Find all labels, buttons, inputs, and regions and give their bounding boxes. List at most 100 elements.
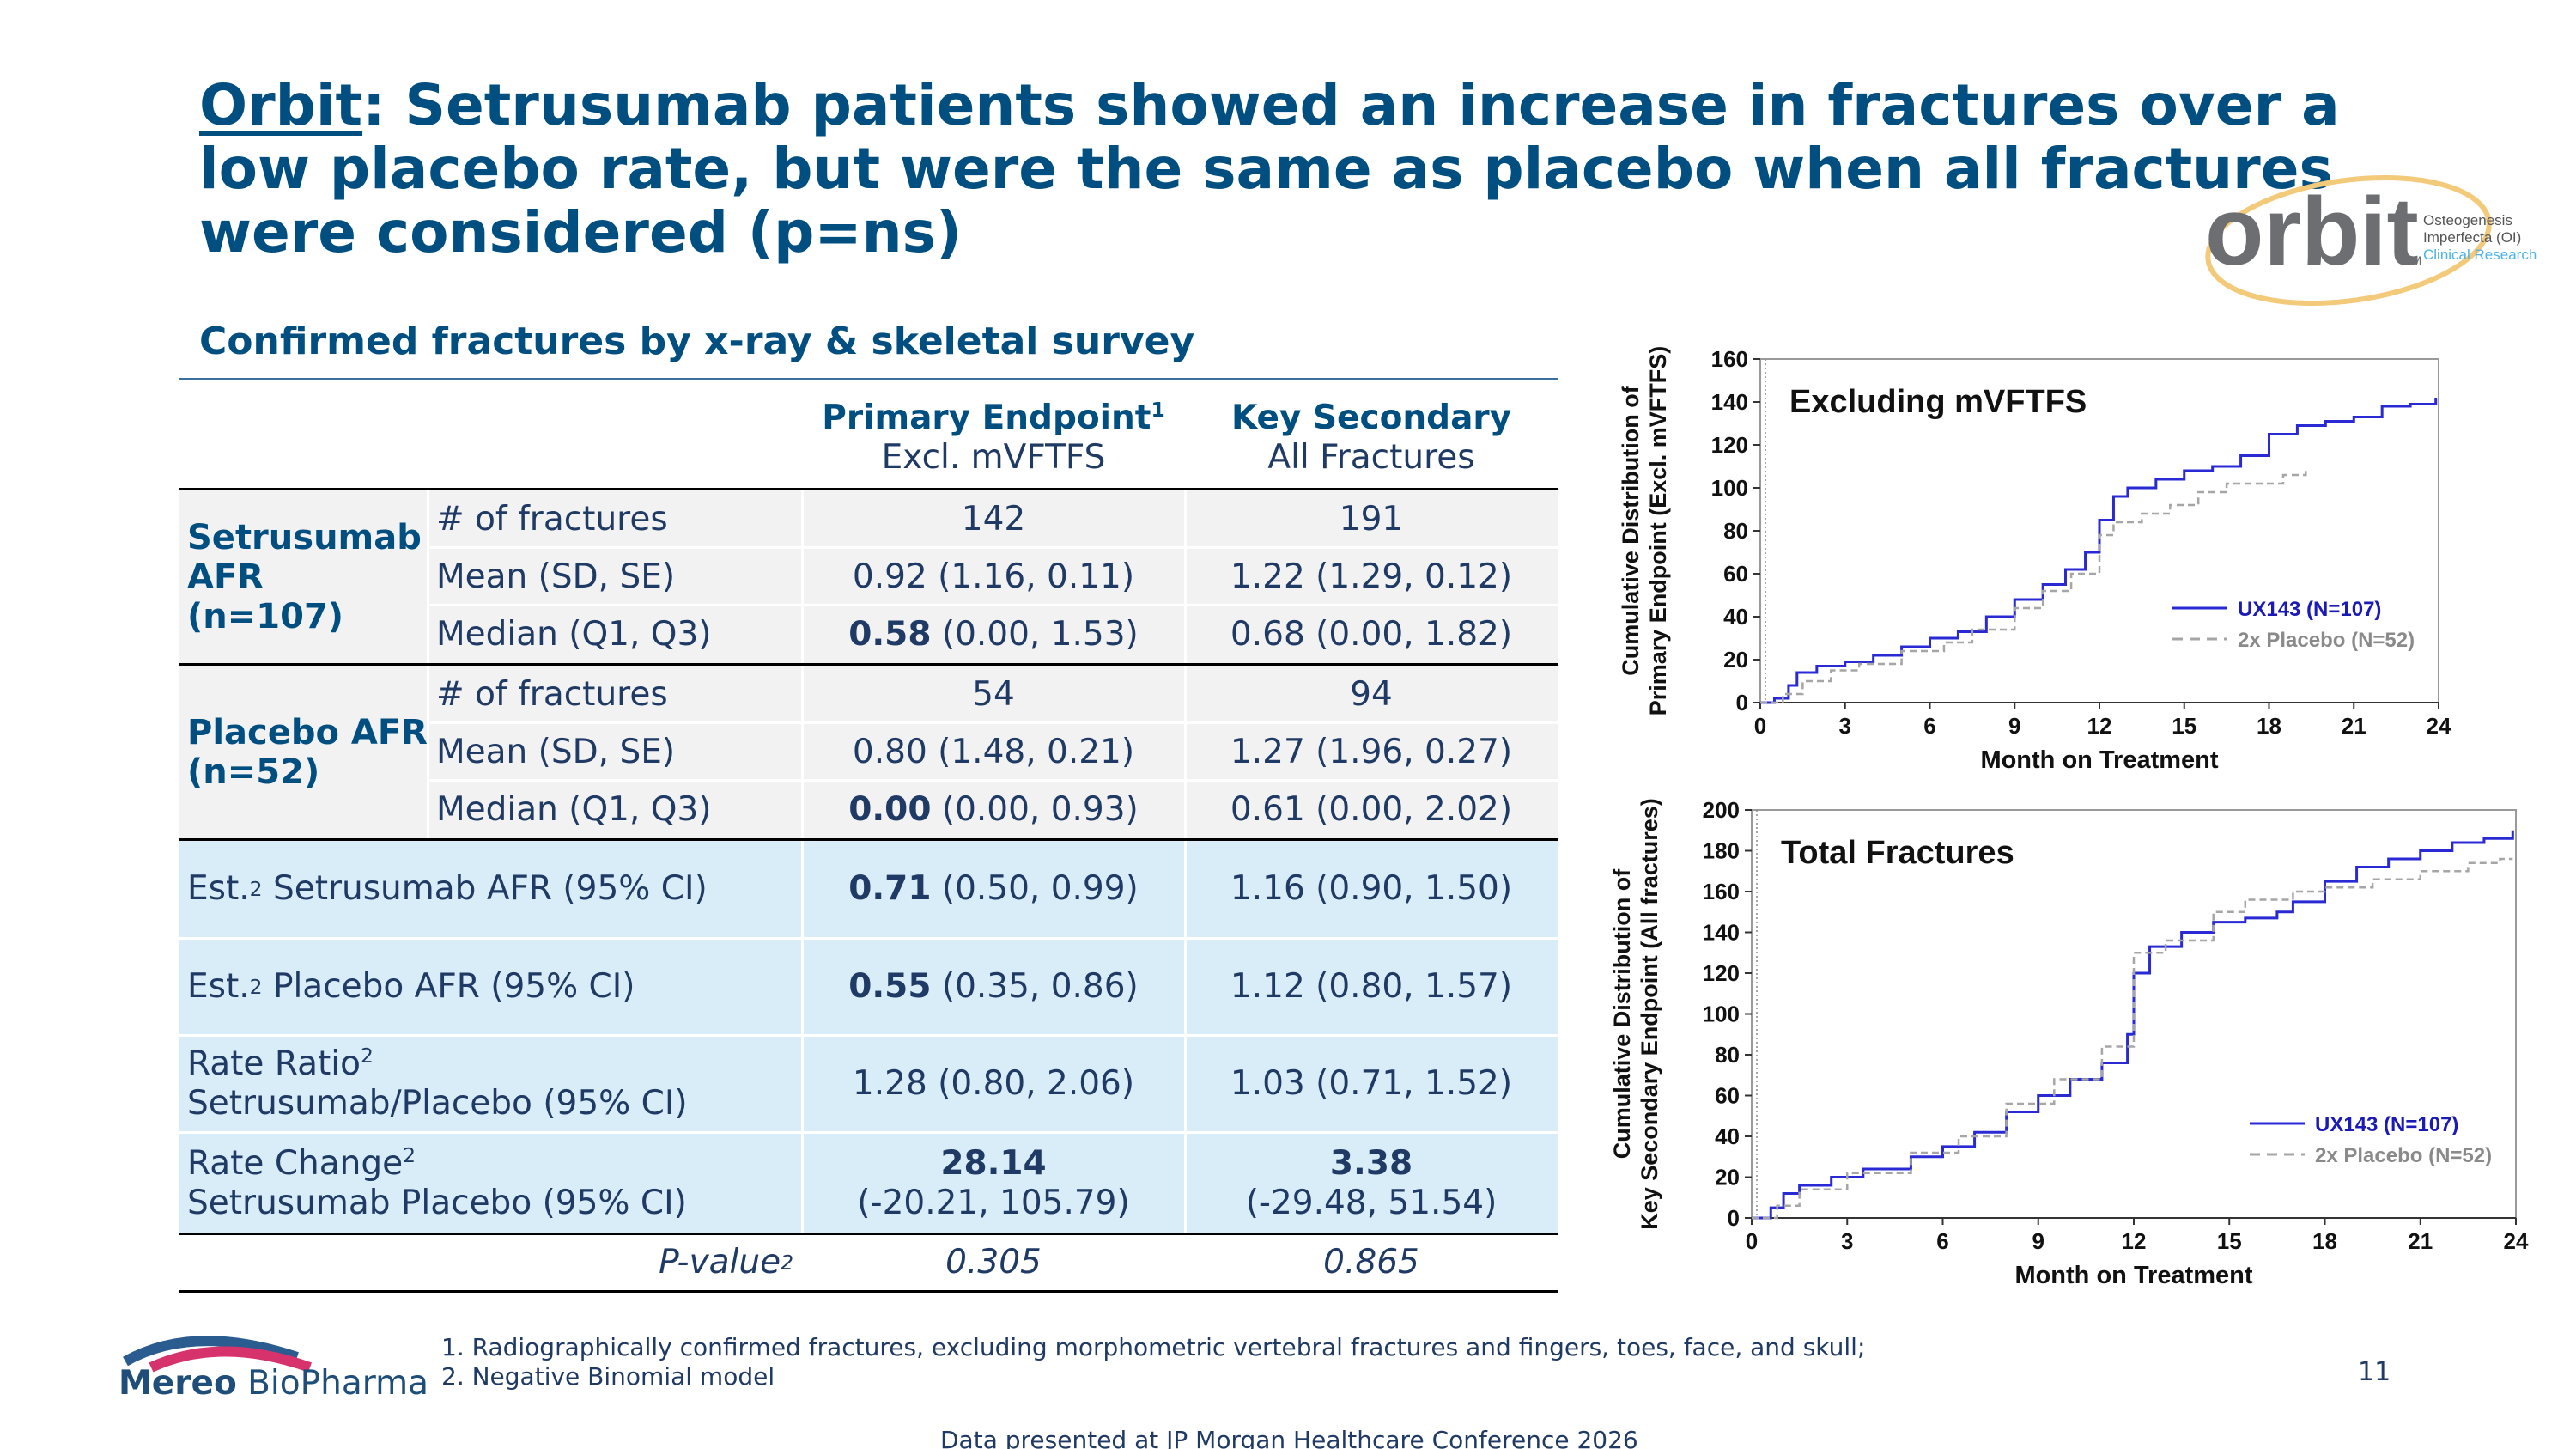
header-primary-sub: Excl. mVFTFS — [881, 438, 1106, 477]
group-placebo-bg — [179, 666, 1558, 838]
orbit-wordmark: orbit — [2205, 178, 2419, 285]
company-name-rest: BioPharma — [236, 1364, 428, 1403]
orbit-logo: orbit TM Osteogenesis Imperfecta (OI) Cl… — [2205, 174, 2537, 307]
rate-change-label: Rate Change2 Setrusumab Placebo (95% CI) — [179, 1134, 802, 1233]
col-divider — [801, 841, 804, 1233]
rate-change-line2: Setrusumab Placebo (95% CI) — [187, 1183, 687, 1222]
y-tick-label: 140 — [1703, 920, 1740, 946]
cell-primary: 1.28 (0.80, 2.06) — [852, 1064, 1135, 1103]
y-tick-label: 0 — [1728, 1205, 1740, 1231]
rate-ratio-label: Rate Ratio2 Setrusumab/Placebo (95% CI) — [179, 1037, 802, 1131]
cell-secondary: 1.03 (0.71, 1.52) — [1230, 1064, 1513, 1103]
slide-title: Orbit: Setrusumab patients showed an inc… — [199, 74, 2397, 265]
x-tick-label: 24 — [2504, 1228, 2529, 1254]
row-label: Median (Q1, Q3) — [436, 789, 712, 829]
col-divider — [801, 490, 804, 663]
col-divider — [427, 490, 429, 663]
x-tick-label: 3 — [1841, 1228, 1853, 1254]
rate-change-sup: 2 — [403, 1142, 416, 1167]
cell-secondary: 1.16 (0.90, 1.50) — [1230, 869, 1513, 908]
cell-secondary: 94 — [1350, 674, 1393, 714]
series-ux143-line — [1752, 830, 2514, 1220]
row-divider — [179, 1131, 1558, 1134]
y-axis-label-line1: Cumulative Distribution of — [1609, 868, 1635, 1160]
y-tick-label: 100 — [1711, 475, 1748, 501]
row-label: # of fractures — [436, 499, 668, 539]
cell-primary: 0.80 (1.48, 0.21) — [852, 732, 1135, 771]
rate-change-line1: Rate Change — [187, 1143, 404, 1183]
y-tick-label: 200 — [1703, 797, 1740, 823]
x-tick-label: 18 — [2257, 713, 2281, 739]
group-setrusumab-bg — [179, 490, 1558, 663]
col-divider — [1184, 666, 1187, 838]
series-placebo-line — [1752, 857, 2513, 1220]
y-tick-label: 160 — [1703, 879, 1740, 904]
cell-secondary: 1.22 (1.29, 0.12) — [1230, 557, 1513, 596]
cell-primary-ci: (0.35, 0.86) — [931, 967, 1139, 1006]
cell-secondary-bold: 3.38 — [1329, 1143, 1413, 1183]
x-tick-label: 15 — [2217, 1228, 2242, 1254]
company-name-bold: Mereo — [118, 1364, 237, 1403]
footnote-1: 1. Radiographically confirmed fractures,… — [441, 1333, 1866, 1361]
header-primary: Primary Endpoint1 — [802, 397, 1185, 440]
orbit-line2: Imperfecta (OI) — [2423, 229, 2521, 246]
pvalue-secondary: 0.865 — [1323, 1243, 1419, 1282]
company-name: Mereo BioPharma — [118, 1364, 428, 1403]
chart-excluding-mvftfs: 0 3 6 9 12 15 18 21 24 0 20 40 60 80 100 120 140 160 Exclu… — [1614, 344, 2542, 790]
rule-group — [179, 663, 1558, 666]
y-tick-label: 40 — [1723, 604, 1748, 630]
orbit-line3: Clinical Research — [2423, 247, 2537, 263]
cell-primary-bold: 0.58 — [848, 614, 932, 654]
y-tick-label: 20 — [1723, 647, 1748, 673]
est-placebo-label: Est. 2 Placebo AFR (95% CI) — [187, 967, 635, 1006]
title-orbit: Orbit — [199, 72, 363, 138]
series-placebo-line — [1760, 471, 2307, 704]
cell-secondary: 1.27 (1.96, 0.27) — [1230, 732, 1513, 771]
orbit-line1: Osteogenesis — [2423, 212, 2512, 228]
header-secondary-sub: All Fractures — [1267, 438, 1475, 477]
legend-label: 2x Placebo (N=52) — [2315, 1144, 2492, 1167]
legend-label: UX143 (N=107) — [2315, 1113, 2458, 1136]
y-tick-label: 0 — [1736, 690, 1748, 715]
orbit-tm: TM — [2404, 253, 2421, 267]
estimates-bg — [179, 841, 1558, 1233]
title-text: : Setrusumab patients showed an increase… — [199, 72, 2340, 265]
row-label: # of fractures — [436, 674, 668, 714]
y-tick-label: 120 — [1703, 960, 1740, 986]
y-axis-label-line2: Primary Endpoint (Excl. mVFTFS) — [1645, 346, 1671, 716]
group-placebo-label: Placebo AFR (n=52) — [187, 712, 428, 792]
x-tick-label: 12 — [2122, 1228, 2147, 1254]
est-post: Setrusumab AFR (95% CI) — [262, 869, 708, 908]
cell-secondary: 0.61 (0.00, 2.02) — [1230, 789, 1513, 829]
y-tick-label: 120 — [1711, 432, 1748, 458]
chart-title: Total Fractures — [1781, 835, 2014, 871]
x-tick-label: 18 — [2312, 1228, 2337, 1254]
x-tick-label: 9 — [2032, 1228, 2044, 1254]
y-tick-label: 180 — [1703, 838, 1740, 864]
x-tick-label: 6 — [1936, 1228, 1948, 1254]
col-divider — [1184, 490, 1187, 663]
y-tick-label: 60 — [1715, 1083, 1740, 1109]
x-tick-label: 9 — [2008, 713, 2020, 739]
cell-secondary: 191 — [1339, 499, 1404, 539]
cell-primary: 28.14 (-20.21, 105.79) — [802, 1134, 1185, 1233]
chart-title: Excluding mVFTFS — [1789, 384, 2087, 420]
pvalue-text: P-value — [659, 1243, 781, 1282]
cell-primary-bold: 0.71 — [848, 869, 932, 908]
x-tick-label: 0 — [1754, 713, 1766, 739]
cell-primary: 0.58 (0.00, 1.53) — [802, 606, 1185, 663]
est-setrusumab-label: Est. 2 Setrusumab AFR (95% CI) — [187, 869, 708, 908]
rate-ratio-sup: 2 — [360, 1044, 374, 1068]
est-post: Placebo AFR (95% CI) — [262, 967, 635, 1006]
row-label: Mean (SD, SE) — [436, 557, 676, 596]
x-tick-label: 6 — [1923, 713, 1935, 739]
col-divider — [427, 666, 429, 838]
x-tick-label: 21 — [2408, 1228, 2433, 1254]
pvalue-label: P-value 2 — [659, 1243, 793, 1282]
cell-primary-bold: 28.14 — [940, 1143, 1047, 1183]
table-subtitle: Confirmed fractures by x-ray & skeletal … — [199, 320, 1195, 363]
row-label: Mean (SD, SE) — [436, 732, 676, 771]
est-pre: Est. — [187, 869, 250, 908]
source-note: Data presented at JP Morgan Healthcare C… — [940, 1426, 1638, 1449]
col-divider — [1184, 841, 1187, 1233]
